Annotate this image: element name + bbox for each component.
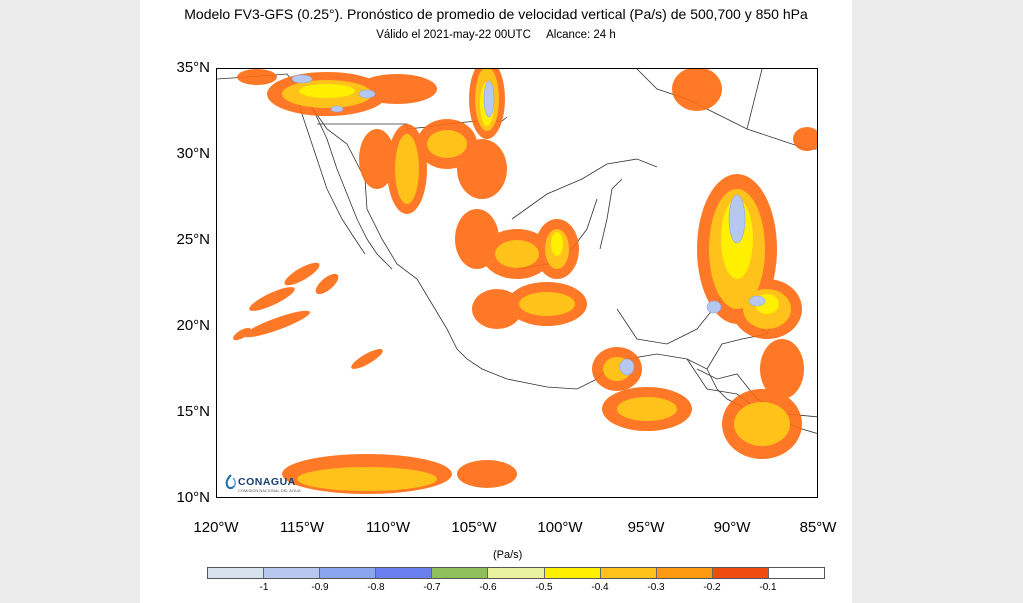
colorbar-label: -1 <box>259 582 269 593</box>
colorbar-swatch <box>208 568 265 578</box>
colorbar-units: (Pa/s) <box>493 549 523 561</box>
colorbar-swatch <box>488 568 545 578</box>
figure-subtitle: Válido el 2021-may-22 00UTC Alcance: 24 … <box>140 29 852 41</box>
colorbar-label: -0.5 <box>535 582 553 593</box>
left-margin <box>0 0 140 603</box>
lat-label-20n: 20°N <box>176 317 210 334</box>
colorbar-swatch <box>656 568 713 578</box>
colorbar-swatch <box>544 568 601 578</box>
colorbar-label: -0.6 <box>479 582 497 593</box>
lon-label-110w: 110°W <box>365 519 411 536</box>
colorbar-label: -0.1 <box>759 582 777 593</box>
lon-label-120w: 120°W <box>193 519 239 536</box>
colorbar-label: -0.9 <box>311 582 329 593</box>
colorbar-label: -0.7 <box>423 582 441 593</box>
lat-label-15n: 15°N <box>176 403 210 420</box>
lon-label-105w: 105°W <box>451 519 497 536</box>
colorbar-swatch <box>712 568 769 578</box>
lat-label-35n: 35°N <box>176 59 210 76</box>
colorbar-label: -0.4 <box>591 582 609 593</box>
valid-time: Válido el 2021-may-22 00UTC <box>376 29 531 41</box>
lat-label-25n: 25°N <box>176 231 210 248</box>
right-margin <box>852 0 1023 603</box>
vertical-velocity-field <box>233 69 817 494</box>
logo-name: CONAGUA <box>238 476 296 488</box>
figure-title: Modelo FV3-GFS (0.25°). Pronóstico de pr… <box>184 6 808 22</box>
lat-label-30n: 30°N <box>176 145 210 162</box>
lon-label-100w: 100°W <box>537 519 583 536</box>
colorbar-label: -0.3 <box>647 582 665 593</box>
lon-label-115w: 115°W <box>279 519 325 536</box>
lat-label-10n: 10°N <box>176 489 210 506</box>
colorbar-swatch <box>320 568 377 578</box>
lead-time: Alcance: 24 h <box>546 29 616 41</box>
colorbar-swatch <box>600 568 657 578</box>
logo-tagline: COMISIÓN NACIONAL DEL AGUA <box>238 488 301 493</box>
lon-label-85w: 85°W <box>799 519 837 536</box>
colorbar-label: -0.8 <box>367 582 385 593</box>
lon-label-95w: 95°W <box>627 519 665 536</box>
colorbar-swatch <box>768 568 825 578</box>
map-svg <box>217 69 817 494</box>
map-area <box>216 68 818 498</box>
colorbar-swatch <box>432 568 489 578</box>
conagua-logo-icon <box>225 474 236 490</box>
lon-label-90w: 90°W <box>713 519 751 536</box>
colorbar-swatch <box>264 568 321 578</box>
colorbar <box>207 567 825 579</box>
colorbar-label: -0.2 <box>703 582 721 593</box>
colorbar-swatch <box>376 568 433 578</box>
